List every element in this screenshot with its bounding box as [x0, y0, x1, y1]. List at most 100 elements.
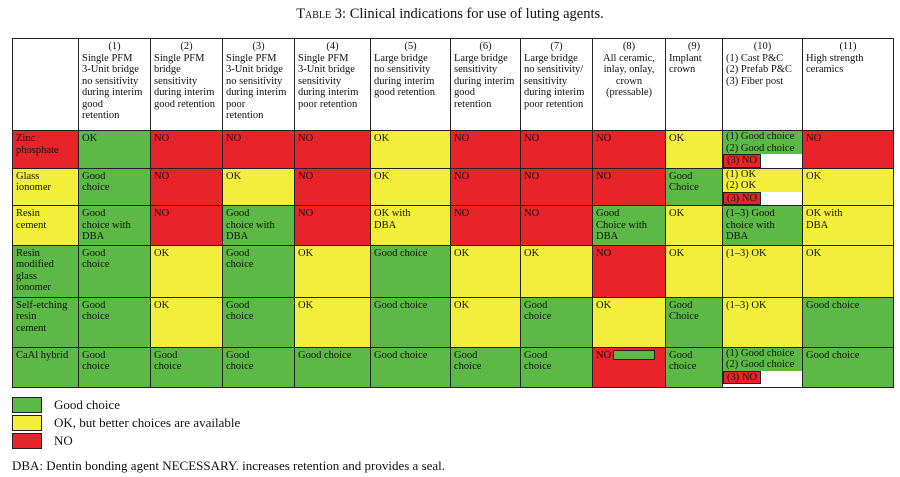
cell-part: (1) Good choice — [723, 348, 802, 359]
cell: Good choice with DBA — [222, 205, 295, 246]
cell-line: modified — [16, 259, 54, 270]
cell-line: resin — [16, 311, 37, 322]
cell-line: choice — [454, 361, 482, 372]
cell-part: (3) NO — [723, 154, 762, 168]
cell: NO — [520, 205, 593, 246]
cell-line: NO — [524, 170, 540, 182]
cell-line: poor — [226, 98, 246, 110]
cell-line: OK — [454, 247, 470, 259]
cell-line: OK — [806, 247, 822, 259]
cell-line: good — [454, 87, 475, 98]
header-cell: (4) Single PFM 3-Unit bridge sensitivity dur… — [294, 38, 371, 131]
cell: Good choice — [150, 346, 223, 388]
cell: Good Choice — [665, 167, 723, 206]
header-cell: (1) Single PFM 3-Unit bridge no sensitivity… — [78, 38, 151, 131]
legend: Good choice OK, but better choices are av… — [12, 396, 240, 450]
cell-line: NO — [154, 170, 170, 182]
cell-line: choice with — [226, 219, 275, 231]
cell: OK with DBA — [802, 205, 894, 246]
column-number: (4) — [326, 41, 339, 52]
cell: Good choice — [78, 346, 151, 388]
cell: Good choice — [78, 296, 151, 348]
cell-line: OK — [82, 133, 98, 144]
cell-line: OK — [596, 299, 612, 311]
cell-line: Large bridge — [524, 52, 578, 64]
table-row: Glass ionomer Good choice NO OK NO OK NO NO NO Good… — [12, 167, 894, 206]
legend-text: Good choice — [54, 397, 121, 412]
cell-line: (1–3) OK — [726, 247, 767, 259]
cell: Good Choice with DBA — [592, 205, 666, 246]
footnote: DBA: Dentin bonding agent NECESSARY. inc… — [12, 458, 446, 473]
cell-line: during interim — [298, 87, 359, 98]
cell-line: NO — [524, 133, 540, 144]
title-text: Clinical indications for use of luting a… — [349, 6, 604, 22]
cell-line: choice with — [726, 219, 775, 231]
cell-line: Glass — [16, 170, 40, 182]
cell: Good choice — [370, 296, 451, 348]
cell-line: Single PFM — [82, 52, 133, 64]
cell-line: Good — [82, 170, 106, 182]
cell-line: poor retention — [524, 98, 584, 110]
cell-line: DBA — [226, 231, 249, 242]
cell: OK — [150, 296, 223, 348]
cell-line: during interim — [226, 87, 287, 98]
cell: Good choice — [370, 244, 451, 298]
header-text: All ceramic, inlay, onlay, crown (pressable… — [596, 53, 662, 99]
cell-line: Good — [596, 208, 620, 219]
cell-line: retention — [454, 98, 492, 110]
cell-line: sensitivity — [524, 75, 568, 87]
cell-line: choice — [82, 182, 110, 193]
table-row: CaAl hybrid Good choice Good choice Good choic… — [12, 346, 894, 388]
cell-line: NO — [454, 170, 470, 182]
cell-line: NO — [154, 133, 170, 144]
column-number: (7) — [550, 41, 563, 52]
legend-item: Good choice — [12, 396, 240, 414]
cell-line: Good — [669, 349, 693, 361]
header-row: (1) Single PFM 3-Unit bridge no sensitivity… — [12, 38, 894, 131]
row-label: Resin modified glass ionomer — [12, 244, 79, 298]
cell-line: crown — [615, 75, 643, 87]
cell-line: NO — [298, 133, 314, 144]
legend-swatch — [12, 415, 42, 431]
cell-line: Good — [226, 247, 250, 259]
cell-line: Good — [454, 349, 478, 361]
cell-line: ionomer — [16, 282, 51, 293]
cell: OK — [370, 167, 451, 206]
cell-line: good retention — [154, 98, 215, 110]
header-text: Large bridge no sensitivity/sensitivity du… — [524, 53, 589, 111]
cell-line: inlay, onlay, — [603, 64, 655, 75]
cell: Good choice — [802, 296, 894, 348]
cell-line: choice — [226, 361, 254, 372]
cell-line: choice — [524, 311, 552, 322]
cell-line: NO — [454, 208, 470, 219]
cell-line: no sensitivity — [82, 75, 139, 87]
cell: NO — [294, 130, 371, 169]
cell: OK — [222, 167, 295, 206]
header-text: Single PFM 3-Unit bridge no sensitivity dur… — [226, 53, 291, 122]
cell: Good choice — [222, 296, 295, 348]
legend-text: OK, but better choices are available — [54, 415, 241, 430]
cell-line: good — [82, 98, 103, 110]
cell: (1) Good choice (2) Good choice (3) NO — [722, 130, 803, 169]
cell-line: 3-Unit bridge — [82, 64, 139, 75]
cell-line: Resin — [16, 247, 40, 259]
header-text: Single PFM 3-Unit bridge no sensitivity dur… — [82, 53, 147, 122]
cell-part: (1) OK — [723, 168, 802, 180]
cell-line: Good — [669, 170, 693, 182]
header-text: Single PFM 3-Unit bridge sensitivity during… — [298, 53, 367, 111]
cell: OK — [802, 167, 894, 206]
cell: OK — [294, 296, 371, 348]
title-label: Table 3: — [296, 6, 347, 22]
cell: Good choice — [450, 346, 521, 388]
cell: NO — [592, 244, 666, 298]
header-cell: (5) Large bridge no sensitivity during inte… — [370, 38, 451, 131]
cell-line: choice — [82, 361, 110, 372]
cell-line: during interim — [82, 87, 143, 98]
cell: Good choice — [665, 346, 723, 388]
cell-part: (3) NO — [723, 370, 762, 384]
cell: NO — [592, 346, 666, 388]
cell-line: ionomer — [16, 182, 51, 193]
cell-line: during interim — [374, 75, 435, 87]
cell-line: Single PFM — [298, 52, 349, 64]
